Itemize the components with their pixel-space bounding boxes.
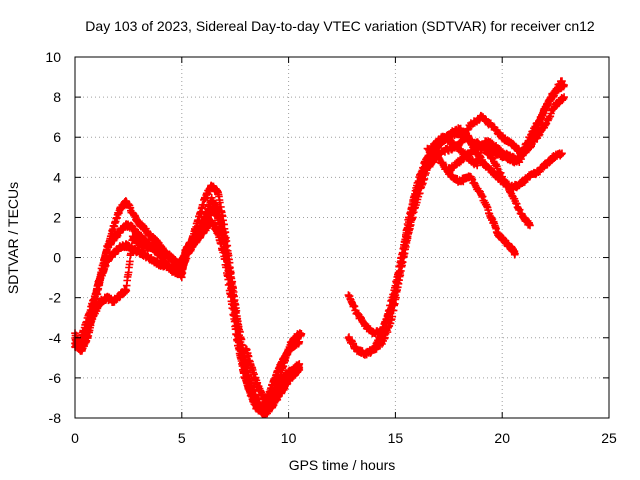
axes	[74, 56, 610, 419]
series-track-10	[423, 144, 519, 259]
x-tick-label: 0	[71, 430, 79, 446]
y-tick-labels: -8 -6 -4 -2 0 2 4 6 8 10	[45, 49, 61, 426]
series-track-4	[71, 205, 304, 418]
y-tick-label: 4	[53, 169, 61, 185]
series-track-6	[344, 124, 566, 359]
x-tick-labels: 0 5 10 15 20 25	[71, 430, 617, 446]
series-track-5	[242, 329, 306, 406]
chart-title: Day 103 of 2023, Sidereal Day-to-day VTE…	[85, 18, 595, 34]
y-tick-label: -4	[49, 330, 62, 346]
y-tick-label: 0	[53, 250, 61, 266]
y-tick-label: -6	[49, 370, 62, 386]
y-tick-label: -2	[49, 290, 62, 306]
x-axis-label: GPS time / hours	[289, 457, 396, 473]
y-tick-label: 10	[45, 49, 61, 65]
series-layer	[71, 77, 568, 419]
x-tick-label: 25	[601, 430, 617, 446]
series-track-11	[445, 141, 534, 230]
x-tick-label: 10	[281, 430, 297, 446]
series-track-2	[71, 194, 304, 419]
data-point-markers	[71, 205, 304, 418]
y-tick-label: 2	[53, 209, 61, 225]
plot-frame	[74, 56, 610, 419]
data-point-markers	[344, 124, 566, 359]
y-tick-label: -8	[49, 410, 62, 426]
x-tick-label: 5	[178, 430, 186, 446]
y-tick-label: 8	[53, 89, 61, 105]
x-tick-label: 15	[388, 430, 404, 446]
y-tick-label: 6	[53, 129, 61, 145]
y-axis-label: SDTVAR / TECUs	[5, 182, 21, 294]
data-point-markers	[71, 194, 304, 419]
series-track-9	[370, 93, 568, 351]
x-tick-label: 20	[494, 430, 510, 446]
data-point-markers	[423, 144, 519, 259]
data-point-markers	[370, 93, 568, 351]
data-point-markers	[242, 329, 306, 406]
data-point-markers	[445, 141, 534, 230]
